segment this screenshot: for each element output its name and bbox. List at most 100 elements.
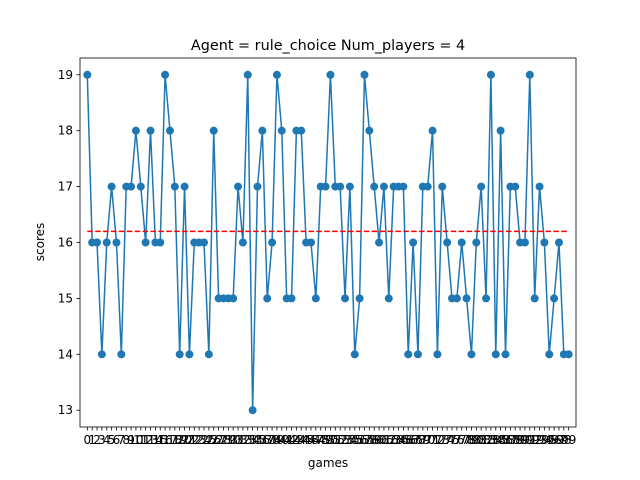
x-tick-label: 95 [542, 433, 557, 447]
data-point [297, 126, 306, 135]
x-tick-label: 50 [323, 433, 338, 447]
data-point [413, 350, 422, 359]
x-tick-label: 8 [122, 433, 130, 447]
data-point [511, 182, 520, 191]
data-point [350, 350, 359, 359]
x-tick-label: 68 [410, 433, 425, 447]
y-tick-label: 18 [58, 124, 73, 138]
data-point [336, 182, 345, 191]
x-tick-label: 24 [196, 433, 211, 447]
data-point [117, 350, 126, 359]
x-tick-label: 14 [148, 433, 163, 447]
data-point [93, 238, 102, 247]
y-axis-label: scores [33, 223, 47, 262]
x-tick-label: 86 [498, 433, 513, 447]
x-tick-label: 80 [469, 433, 484, 447]
x-tick-label: 84 [488, 433, 503, 447]
x-tick-label: 52 [333, 433, 348, 447]
data-point [258, 126, 267, 135]
x-tick-label: 39 [269, 433, 284, 447]
data-point [306, 238, 315, 247]
data-point [321, 182, 330, 191]
data-point [384, 294, 393, 303]
x-tick-label: 11 [133, 433, 148, 447]
x-tick-label: 92 [527, 433, 542, 447]
data-point [554, 238, 563, 247]
x-tick-label: 42 [284, 433, 299, 447]
x-tick-label: 69 [415, 433, 430, 447]
x-tick-label: 81 [474, 433, 489, 447]
x-tick-label: 27 [211, 433, 226, 447]
data-point [272, 70, 281, 79]
x-tick-label: 53 [337, 433, 352, 447]
data-point [525, 70, 534, 79]
x-tick-label: 16 [157, 433, 172, 447]
data-point [443, 238, 452, 247]
data-point [229, 294, 238, 303]
x-tick-label: 74 [439, 433, 454, 447]
x-tick-label: 40 [274, 433, 289, 447]
x-tick-label: 9 [127, 433, 135, 447]
x-tick-label: 44 [294, 433, 309, 447]
x-tick-label: 76 [449, 433, 464, 447]
data-point [131, 126, 140, 135]
data-point [234, 182, 243, 191]
data-point [428, 126, 437, 135]
x-tick-label: 57 [357, 433, 372, 447]
data-point [180, 182, 189, 191]
data-point [423, 182, 432, 191]
x-tick-label: 77 [454, 433, 469, 447]
x-tick-label: 0 [83, 433, 91, 447]
data-point [253, 182, 262, 191]
x-tick-label: 37 [260, 433, 275, 447]
x-tick-label: 46 [303, 433, 318, 447]
data-point [375, 238, 384, 247]
data-point [311, 294, 320, 303]
y-tick-label: 17 [58, 180, 73, 194]
x-tick-label: 85 [493, 433, 508, 447]
x-tick-label: 63 [386, 433, 401, 447]
x-axis-label: games [308, 456, 348, 470]
x-tick-label: 7 [118, 433, 126, 447]
x-tick-label: 91 [522, 433, 537, 447]
x-tick-label: 20 [177, 433, 192, 447]
data-point [404, 350, 413, 359]
x-tick-label: 54 [342, 433, 357, 447]
data-point [112, 238, 121, 247]
x-tick-label: 36 [255, 433, 270, 447]
data-point [287, 294, 296, 303]
x-tick-label: 78 [459, 433, 474, 447]
data-point [370, 182, 379, 191]
data-point [161, 70, 170, 79]
x-tick-label: 58 [362, 433, 377, 447]
x-tick-label: 66 [401, 433, 416, 447]
data-point [535, 182, 544, 191]
data-point [345, 182, 354, 191]
data-point [409, 238, 418, 247]
x-tick-label: 41 [279, 433, 294, 447]
x-tick-label: 5 [108, 433, 116, 447]
x-tick-label: 88 [508, 433, 523, 447]
data-point [457, 238, 466, 247]
x-tick-label: 13 [143, 433, 158, 447]
data-point [170, 182, 179, 191]
data-point [501, 350, 510, 359]
data-point [277, 126, 286, 135]
x-tick-label: 21 [182, 433, 197, 447]
data-point [146, 126, 155, 135]
data-point [564, 350, 573, 359]
data-point [482, 294, 491, 303]
x-tick-label: 34 [245, 433, 260, 447]
data-point [530, 294, 539, 303]
series-line [86, 74, 569, 411]
data-point [360, 70, 369, 79]
x-tick-label: 19 [172, 433, 187, 447]
x-tick-label: 48 [313, 433, 328, 447]
x-tick-label: 31 [230, 433, 245, 447]
x-tick-label: 65 [396, 433, 411, 447]
x-tick-label: 12 [138, 433, 153, 447]
data-point [545, 350, 554, 359]
data-point [438, 182, 447, 191]
x-tick-label: 32 [235, 433, 250, 447]
